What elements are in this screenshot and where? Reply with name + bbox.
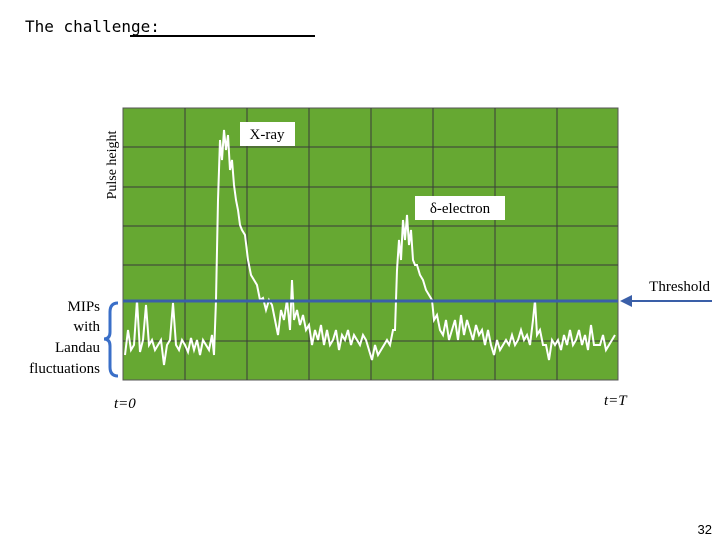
- threshold-label: Threshold: [649, 279, 710, 295]
- mips-line: MIPs: [67, 299, 100, 315]
- threshold-arrowhead: [620, 295, 632, 307]
- x-ray-label: X-ray: [250, 127, 285, 143]
- mips-brace: [103, 301, 119, 378]
- mips-label: MIPs with Landau fluctuations: [29, 299, 100, 377]
- page-number: 32: [698, 522, 712, 537]
- delta-electron-box: [415, 196, 505, 220]
- slide-title: The challenge:: [25, 17, 160, 36]
- mips-line: with: [73, 319, 100, 335]
- scope-grid: [123, 108, 618, 380]
- y-axis-label: Pulse height: [105, 130, 120, 199]
- t-start-label: t=0: [114, 396, 136, 412]
- mips-line: fluctuations: [29, 361, 100, 377]
- x-ray-box: [240, 122, 295, 146]
- delta-electron-label: δ-electron: [430, 201, 491, 217]
- t-end-label: t=T: [604, 393, 628, 409]
- signal-trace: [124, 129, 616, 366]
- mips-line: Landau: [55, 340, 100, 356]
